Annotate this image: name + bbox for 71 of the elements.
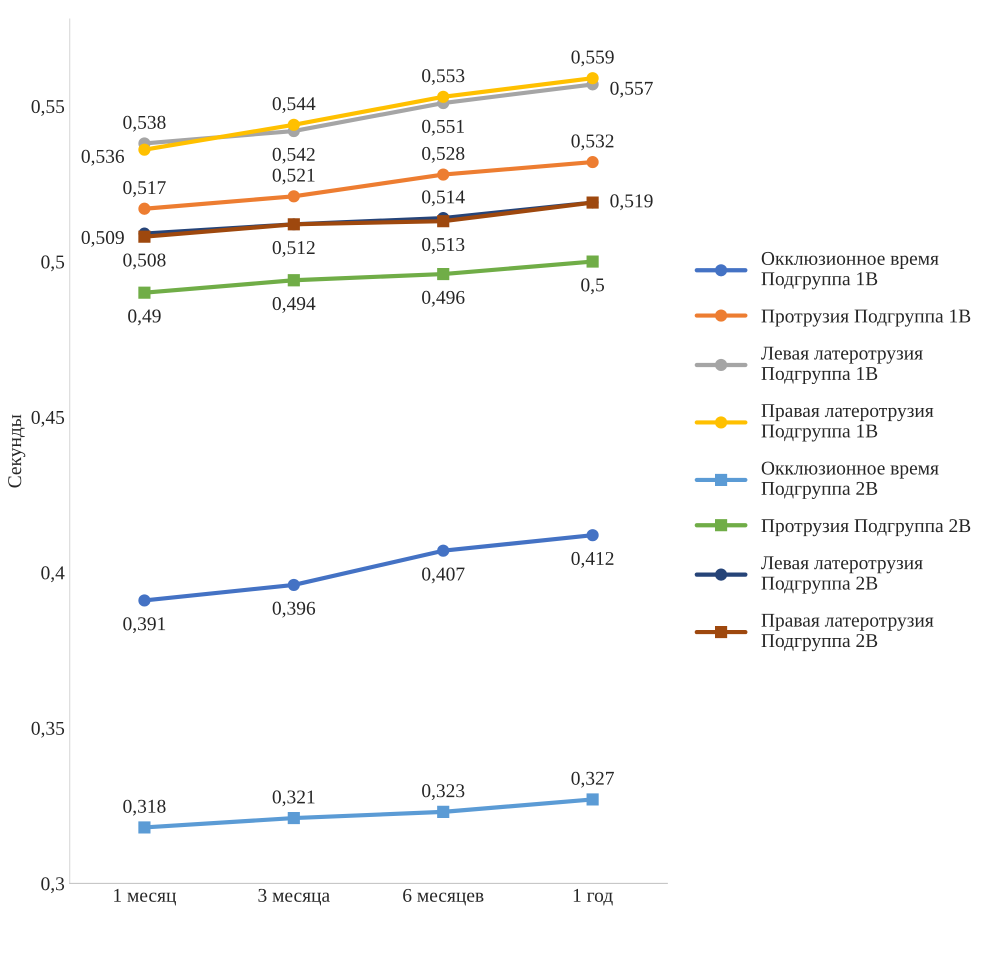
y-tick-label: 0,3	[41, 877, 64, 894]
data-label: 0,412	[571, 552, 614, 568]
x-tick-label: 6 месяцев	[403, 888, 484, 906]
data-label: 0,536	[82, 150, 124, 166]
point	[586, 156, 599, 168]
data-label: 0,553	[422, 69, 464, 86]
point	[437, 215, 450, 228]
data-label: 0,321	[272, 790, 315, 806]
point	[138, 594, 150, 607]
legend-label: Левая латеротрузия Подгруппа 2В	[761, 556, 923, 594]
legend-label: Правая латеротрузия Подгруппа 1В	[762, 404, 934, 442]
x-tick-label: 1 месяц	[114, 888, 176, 906]
legend-label: Протрузия Подгруппа 1В	[762, 310, 970, 327]
point	[138, 286, 150, 299]
y-tick-label: 0,4	[41, 566, 65, 582]
data-label: 0,512	[272, 241, 315, 257]
data-label: 0,519	[610, 194, 653, 210]
data-label: 0,559	[571, 50, 614, 66]
point	[138, 230, 150, 243]
data-label: 0,5	[581, 278, 604, 294]
point	[138, 202, 150, 215]
data-label: 0,509	[82, 230, 124, 247]
x-tick-label: 3 месяца	[258, 888, 330, 906]
legend-label: Левая латеротрузия Подгруппа 1В	[761, 346, 923, 384]
point	[437, 168, 450, 181]
point	[138, 144, 150, 156]
data-label: 0,327	[571, 772, 614, 788]
y-tick-label: 0,45	[32, 410, 64, 427]
data-label: 0,323	[422, 784, 464, 800]
data-label: 0,496	[422, 290, 465, 307]
point	[586, 529, 599, 542]
data-label: 0,538	[123, 116, 166, 132]
point	[288, 578, 300, 591]
data-label: 0,513	[422, 238, 464, 254]
data-label: 0,551	[422, 120, 464, 136]
data-label: 0,544	[272, 97, 316, 114]
data-label: 0,514	[422, 190, 465, 206]
point	[586, 793, 599, 806]
data-label: 0,508	[123, 253, 166, 270]
data-label: 0,528	[422, 146, 464, 163]
point	[288, 190, 300, 202]
y-tick-label: 0,35	[32, 722, 64, 738]
y-tick-label: 0,5	[41, 255, 64, 272]
data-label: 0,318	[123, 800, 166, 816]
y-tick-label: 0,55	[32, 100, 64, 116]
data-label: 0,49	[128, 309, 161, 326]
data-label: 0,557	[610, 82, 653, 98]
data-label: 0,396	[272, 602, 316, 618]
point	[586, 72, 599, 84]
point	[437, 90, 450, 103]
point	[586, 256, 599, 268]
x-tick-label: 1 год	[574, 888, 613, 906]
data-label: 0,407	[422, 567, 465, 584]
point	[437, 268, 450, 280]
data-label: 0,542	[272, 148, 315, 164]
point	[288, 118, 300, 131]
point	[437, 544, 450, 557]
data-label: 0,532	[571, 134, 614, 150]
point	[288, 274, 300, 286]
legend-label: Окклюзионное время Подгруппа 2В	[762, 462, 939, 499]
point	[138, 821, 150, 834]
legend-label: Протрузия Подгруппа 2В	[762, 519, 970, 536]
y-axis-title: Секунды	[8, 414, 26, 488]
legend-label: Окклюзионное время Подгруппа 1В	[762, 252, 939, 290]
data-label: 0,521	[272, 168, 315, 185]
data-label: 0,517	[123, 181, 166, 197]
point	[437, 806, 450, 818]
point	[288, 812, 300, 824]
data-label: 0,391	[123, 617, 166, 634]
legend-label: Правая латеротрузия Подгруппа 2В	[762, 614, 934, 652]
data-label: 0,494	[272, 296, 316, 313]
